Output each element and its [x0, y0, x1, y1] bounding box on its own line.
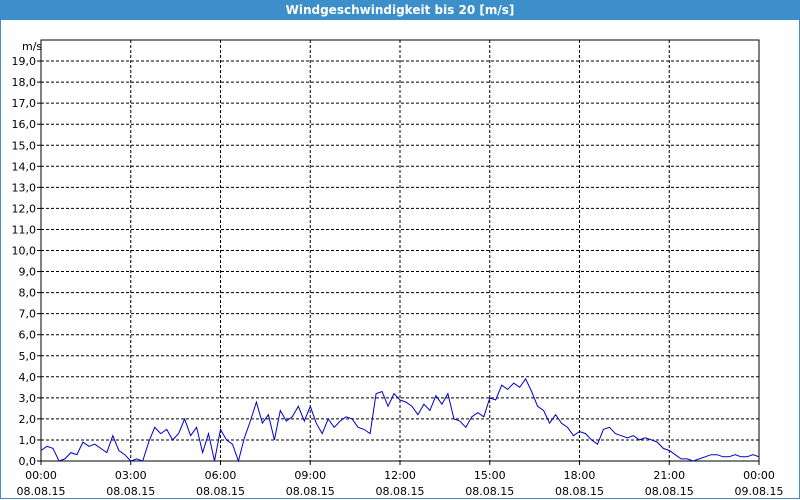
x-tick-time-label: 09:00 — [294, 469, 326, 482]
chart-title: Windgeschwindigkeit bis 20 [m/s] — [0, 0, 800, 20]
x-tick-date-label: 08.08.15 — [17, 485, 66, 498]
y-tick-label: 18,0 — [12, 76, 37, 89]
grid — [41, 40, 759, 461]
y-tick-label: 1,0 — [19, 434, 37, 447]
x-tick-date-label: 08.08.15 — [645, 485, 694, 498]
y-axis-unit-label: m/s — [22, 40, 42, 53]
y-tick-label: 14,0 — [12, 160, 37, 173]
y-tick-label: 5,0 — [19, 350, 37, 363]
y-tick-label: 0,0 — [19, 455, 37, 468]
y-tick-label: 9,0 — [19, 266, 37, 279]
x-tick-date-label: 08.08.15 — [376, 485, 425, 498]
x-tick-time-label: 15:00 — [474, 469, 506, 482]
y-tick-label: 2,0 — [19, 413, 37, 426]
x-tick-time-label: 00:00 — [25, 469, 57, 482]
y-tick-label: 11,0 — [12, 223, 37, 236]
y-tick-label: 7,0 — [19, 308, 37, 321]
y-tick-label: 12,0 — [12, 202, 37, 215]
x-axis-ticks: 00:00 08.08.15 03:00 08.08.15 06:00 08.08.15 0… — [17, 461, 784, 498]
y-tick-label: 6,0 — [19, 329, 37, 342]
x-tick-date-label: 08.08.15 — [106, 485, 155, 498]
y-tick-label: 8,0 — [19, 287, 37, 300]
y-tick-label: 15,0 — [12, 139, 37, 152]
x-tick-time-label: 18:00 — [564, 469, 596, 482]
x-tick-date-label: 08.08.15 — [196, 485, 245, 498]
x-tick-time-label: 21:00 — [653, 469, 685, 482]
x-tick-time-label: 12:00 — [384, 469, 416, 482]
series-line-wind-speed — [40, 377, 760, 463]
series-layer — [40, 377, 760, 463]
y-tick-label: 17,0 — [12, 97, 37, 110]
y-tick-label: 10,0 — [12, 245, 37, 258]
y-tick-label: 13,0 — [12, 181, 37, 194]
x-tick-date-label: 08.08.15 — [465, 485, 514, 498]
y-axis-ticks: 0,0 1,0 2,0 3,0 4,0 5,0 6,0 7,0 8,0 9,0 10,0 11,0 12… — [12, 55, 41, 468]
x-tick-date-label: 08.08.15 — [286, 485, 335, 498]
x-tick-time-label: 00:00 — [743, 469, 775, 482]
y-tick-label: 16,0 — [12, 118, 37, 131]
y-tick-label: 3,0 — [19, 392, 37, 405]
x-tick-time-label: 06:00 — [205, 469, 237, 482]
x-tick-time-label: 03:00 — [115, 469, 147, 482]
y-tick-label: 4,0 — [19, 371, 37, 384]
x-tick-date-label: 09.08.15 — [735, 485, 784, 498]
y-tick-label: 19,0 — [12, 55, 37, 68]
x-tick-date-label: 08.08.15 — [555, 485, 604, 498]
